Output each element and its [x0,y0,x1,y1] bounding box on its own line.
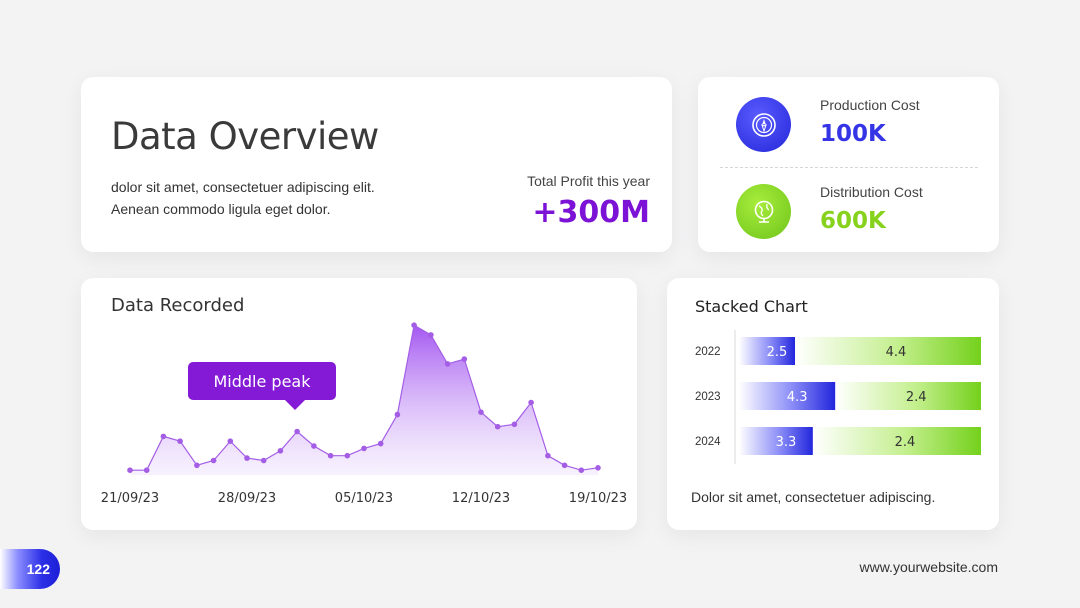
data-recorded-card: Data Recorded 21/09/23 28/09/23 05/10/23 12… [81,278,637,530]
x-tick-label: 21/09/23 [101,491,159,506]
data-point [561,462,568,469]
stacked-chart-title: Stacked Chart [695,297,808,316]
data-point [494,423,501,430]
data-point [194,462,200,469]
data-point [478,409,484,415]
data-point [361,445,367,452]
stacked-bar-chart: 2022 2.5 4.4 2023 4.3 2.4 2024 3.3 2.4 [695,330,981,464]
data-point [260,457,267,464]
page-title: Data Overview [111,115,379,158]
website-url: www.yourwebsite.com [859,559,999,575]
x-tick-label: 05/10/23 [335,491,393,506]
data-point [428,332,434,338]
stacked-chart-card: Stacked Chart 2022 2.5 4.4 2023 4.3 2.4 2024 3.… [667,278,999,530]
bar-segment-green [795,337,981,365]
data-point [394,411,401,418]
data-point [545,452,551,459]
compass-icon [736,97,791,152]
total-profit-label: Total Profit this year [527,173,650,189]
bar-category-label: 2022 [695,346,721,358]
data-point [528,399,534,406]
bar-value-label: 2.4 [895,435,916,450]
bar-segment-blue [739,427,813,455]
data-point [411,322,417,328]
x-tick-label: 19/10/23 [569,491,627,506]
data-point [511,421,518,428]
total-profit-value: +300M [532,195,650,230]
distribution-cost-value: 600K [820,208,886,234]
data-point [377,440,384,447]
data-point [277,448,284,454]
bar-segment-blue [739,337,795,365]
data-point [327,452,334,459]
costs-card: Production Cost 100K Distribution Cost 6… [698,77,999,252]
bar-segment-blue [739,382,836,410]
data-point [578,467,585,473]
distribution-cost-label: Distribution Cost [820,184,923,200]
bar-value-label: 4.4 [886,345,907,360]
data-point [227,438,234,444]
stacked-chart-note: Dolor sit amet, consectetuer adipiscing. [691,489,936,505]
overview-card: Data Overview dolor sit amet, consectetu… [81,77,672,252]
description-line-1: dolor sit amet, consectetuer adipiscing … [111,179,375,195]
page-number-badge: 122 [0,549,60,589]
data-point [177,438,183,444]
description-line-2: Aenean commodo ligula eget dolor. [111,201,331,217]
bar-category-label: 2024 [695,436,721,448]
bar-segment-green [835,382,981,410]
data-point [127,467,133,473]
bar-value-label: 2.4 [906,390,927,405]
bar-category-label: 2023 [695,391,721,403]
data-point [210,457,217,464]
divider [720,167,978,168]
bar-value-label: 2.5 [767,345,788,360]
data-point [160,433,167,440]
data-point [294,428,300,435]
bar-segment-green [812,427,981,455]
x-tick-label: 12/10/23 [452,491,510,506]
data-point [311,443,317,449]
data-point [595,465,601,471]
data-point [244,455,250,461]
data-point [461,356,468,362]
middle-peak-callout: Middle peak [188,362,336,410]
production-cost-value: 100K [820,121,886,147]
data-point [344,452,351,459]
data-point [143,467,150,473]
bar-value-label: 4.3 [787,390,808,405]
bar-value-label: 3.3 [776,435,797,450]
globe-icon [736,184,791,239]
area-chart: 21/09/23 28/09/23 05/10/23 12/10/23 19/10/23 [101,322,627,506]
data-point [444,361,451,367]
overview-description: dolor sit amet, consectetuer adipiscing … [111,176,441,220]
data-recorded-title: Data Recorded [111,295,245,316]
production-cost-label: Production Cost [820,97,920,113]
x-tick-label: 28/09/23 [218,491,276,506]
area-fill [130,325,598,475]
